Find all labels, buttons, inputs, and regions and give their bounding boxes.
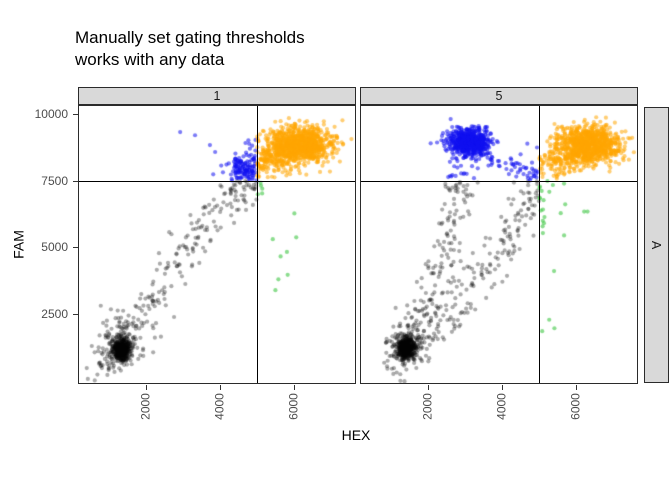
gate-line-fam <box>79 181 355 182</box>
facet-strip-row-a-label: A <box>649 240 664 250</box>
x-axis-tick <box>502 385 503 390</box>
scatter-canvas-facet-1 <box>79 106 355 383</box>
scatter-canvas-facet-5 <box>361 106 637 383</box>
y-tick-label-5000: 5000 <box>41 240 68 254</box>
x-axis-tick <box>428 385 429 390</box>
x-tick-label-4000-facet1: 4000 <box>212 393 227 420</box>
x-tick-label-4000-facet5: 4000 <box>494 393 509 420</box>
x-tick-label-2000-facet5: 2000 <box>420 393 435 420</box>
y-axis-tick <box>73 114 78 115</box>
y-tick-label-7500: 7500 <box>41 174 68 188</box>
gate-line-fam <box>361 181 637 182</box>
facet-strip-1: 1 <box>78 87 356 105</box>
facet-panel-5 <box>360 105 638 384</box>
y-tick-label-2500: 2500 <box>41 307 68 321</box>
facet-strip-5: 5 <box>360 87 638 105</box>
facet-panel-1 <box>78 105 356 384</box>
gate-line-hex <box>257 106 258 383</box>
facet-strip-5-label: 5 <box>495 89 503 103</box>
x-axis-tick <box>146 385 147 390</box>
x-tick-label-6000-facet5: 6000 <box>568 393 583 420</box>
x-axis-tick <box>576 385 577 390</box>
plot-title: Manually set gating thresholds works wit… <box>75 28 305 70</box>
x-axis-tick <box>220 385 221 390</box>
y-axis-tick <box>73 314 78 315</box>
x-axis-title: HEX <box>341 427 371 443</box>
y-tick-label-10000: 10000 <box>34 107 68 121</box>
x-axis-tick <box>294 385 295 390</box>
gate-line-hex <box>539 106 540 383</box>
facet-strip-row-a: A <box>644 107 669 383</box>
y-axis-title: FAM <box>10 230 27 259</box>
facet-strip-1-label: 1 <box>213 89 221 103</box>
x-tick-label-2000-facet1: 2000 <box>138 393 153 420</box>
x-tick-label-6000-facet1: 6000 <box>286 393 301 420</box>
y-axis-tick <box>73 247 78 248</box>
y-axis-tick <box>73 181 78 182</box>
